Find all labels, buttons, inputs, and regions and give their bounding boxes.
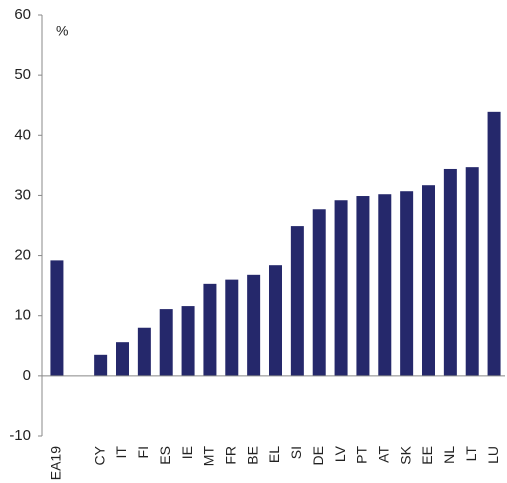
bar (290, 226, 304, 376)
x-tick-label: NL (441, 446, 457, 464)
y-tick-label: 10 (14, 307, 31, 324)
y-tick-label: 30 (14, 186, 31, 203)
bar (378, 194, 392, 376)
y-tick-label: 50 (14, 66, 31, 83)
bar (356, 196, 370, 376)
unit-label: % (56, 23, 68, 39)
bar (137, 327, 151, 376)
bar (225, 279, 239, 376)
y-tick-label: 60 (14, 6, 31, 23)
y-tick-label: 40 (14, 126, 31, 143)
x-tick-label: LV (332, 445, 348, 462)
bar (247, 274, 261, 376)
x-tick-label: LU (485, 446, 501, 464)
x-tick-label: SI (288, 446, 304, 459)
y-tick-label: -10 (9, 427, 31, 444)
bar (334, 200, 348, 376)
x-tick-label: CY (91, 445, 107, 465)
x-tick-label: EE (419, 446, 435, 465)
y-tick-label: 20 (14, 247, 31, 264)
bar (181, 306, 195, 376)
bar (116, 342, 129, 376)
bar (487, 111, 501, 376)
bar (465, 167, 479, 376)
x-tick-label: IT (113, 446, 129, 459)
bar (443, 168, 457, 376)
x-tick-label: IE (179, 446, 195, 459)
bar (50, 260, 64, 376)
x-tick-label: LT (463, 446, 479, 462)
x-tick-label: PT (354, 446, 370, 464)
bar (159, 309, 173, 376)
x-tick-label: AT (375, 446, 391, 463)
y-tick-label: 0 (23, 367, 31, 384)
x-tick-label: SK (397, 445, 413, 464)
x-tick-label: EL (266, 446, 282, 463)
x-tick-label: EA19 (48, 446, 64, 480)
bar (269, 265, 282, 376)
bar (203, 283, 217, 376)
bar (422, 185, 435, 376)
x-tick-label: FR (222, 446, 238, 465)
x-tick-label: BE (244, 446, 260, 465)
x-tick-label: DE (310, 446, 326, 465)
x-tick-label: FI (135, 446, 151, 458)
bar (94, 354, 108, 376)
bar (312, 209, 326, 376)
bar (400, 191, 414, 376)
x-tick-label: ES (157, 446, 173, 465)
x-tick-label: MT (201, 446, 217, 467)
